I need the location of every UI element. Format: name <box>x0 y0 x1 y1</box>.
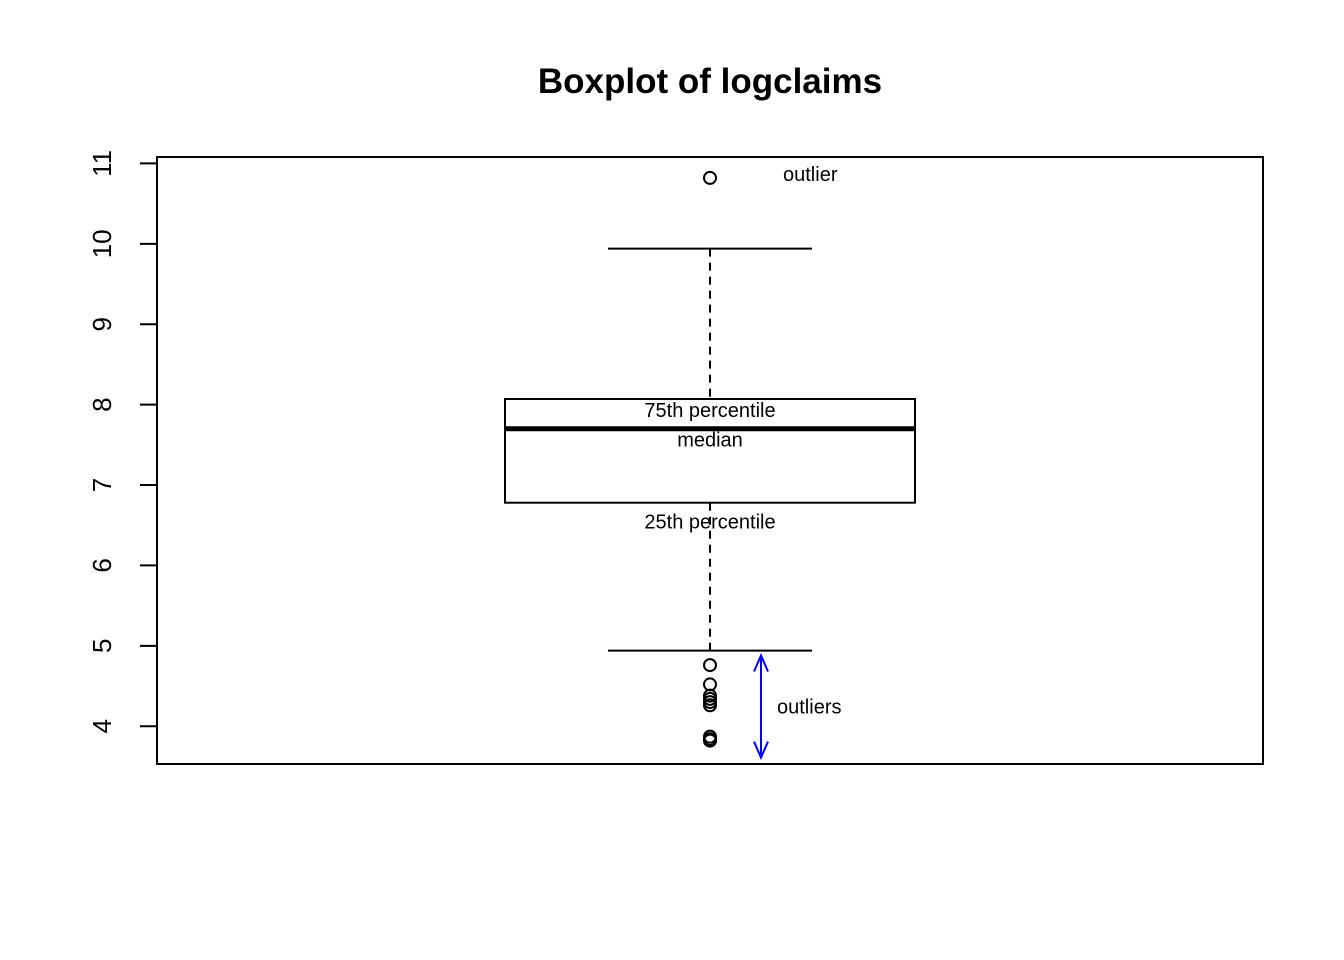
outlier-point <box>703 677 717 692</box>
box-group <box>504 247 916 652</box>
outlier-points <box>703 170 717 748</box>
y-tick-label: 7 <box>87 478 117 492</box>
iqr-box <box>504 397 916 504</box>
y-tick-label: 4 <box>87 719 117 733</box>
outlier-point <box>703 733 717 748</box>
outliers-arrow <box>753 652 769 761</box>
y-tick-label: 10 <box>87 229 117 258</box>
median-annotation: median <box>677 430 743 452</box>
y-tick-label: 6 <box>87 558 117 572</box>
y-axis: 4 5 6 7 8 9 10 11 <box>87 150 158 733</box>
annotations: 75th percentile median 25th percentile o… <box>644 164 841 719</box>
arrow-head-top <box>753 652 769 672</box>
outlier-point <box>703 698 717 713</box>
y-tick-label: 8 <box>87 397 117 411</box>
chart-title: Boxplot of logclaims <box>538 62 882 101</box>
y-tick-label: 11 <box>87 150 117 177</box>
q3-annotation: 75th percentile <box>644 400 775 422</box>
y-tick-label: 9 <box>87 317 117 331</box>
q1-annotation: 25th percentile <box>644 512 775 534</box>
arrow-head-bottom <box>753 741 769 761</box>
outlier-point <box>703 170 717 185</box>
y-tick-label: 5 <box>87 639 117 653</box>
outlier-annotation: outlier <box>783 164 838 186</box>
outlier-point <box>703 658 717 673</box>
outliers-annotation: outliers <box>777 697 841 719</box>
